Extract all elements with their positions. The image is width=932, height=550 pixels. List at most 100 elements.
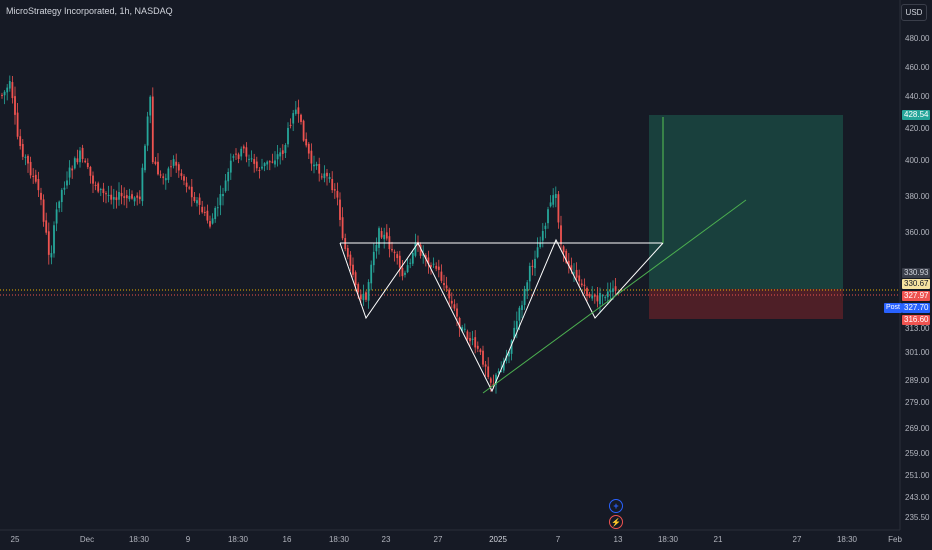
candle-body <box>128 195 131 200</box>
candle-body <box>302 120 305 141</box>
time-label: 23 <box>381 535 391 544</box>
candle-body <box>53 225 55 254</box>
candle-body <box>331 178 334 191</box>
time-label: 18:30 <box>128 535 150 544</box>
candle-body <box>523 288 526 305</box>
candle-body <box>287 127 289 145</box>
candle-body <box>443 283 445 286</box>
candle-body <box>515 321 518 330</box>
candle-body <box>606 291 609 298</box>
candle-body <box>513 327 516 339</box>
candle-body <box>432 263 435 265</box>
candle-body <box>336 190 339 198</box>
candle-body <box>60 189 63 203</box>
candle-body <box>253 159 256 164</box>
time-label: 2025 <box>489 535 507 544</box>
candle-body <box>544 225 547 230</box>
candle-body <box>591 295 594 299</box>
candle-body <box>281 150 284 154</box>
candle-body <box>534 258 536 269</box>
candle-body <box>123 196 126 198</box>
candle-body <box>71 168 74 171</box>
price-label: 420.00 <box>905 124 930 133</box>
plus-icon[interactable]: + <box>609 499 623 513</box>
currency-button[interactable]: USD <box>901 4 927 21</box>
candle-body <box>354 272 357 286</box>
candle-body <box>138 196 141 200</box>
candle-body <box>284 145 287 154</box>
candle-body <box>81 147 84 159</box>
candle-body <box>536 247 539 258</box>
candle-body <box>92 175 94 184</box>
candle-body <box>255 161 258 169</box>
candle-body <box>357 284 360 293</box>
candle-body <box>547 209 549 224</box>
candle-body <box>604 297 607 299</box>
candle-body <box>469 338 471 342</box>
price-label: 289.00 <box>905 376 930 385</box>
candle-body <box>328 177 331 179</box>
candle-body <box>112 197 115 200</box>
candle-body <box>339 199 341 220</box>
price-label: 360.00 <box>905 228 930 237</box>
candle-body <box>263 163 266 167</box>
candle-body <box>440 271 443 281</box>
candle-body <box>588 293 591 297</box>
price-label: 480.00 <box>905 34 930 43</box>
candle-body <box>115 197 118 201</box>
candle-body <box>320 176 323 178</box>
candle-body <box>409 262 412 264</box>
time-label: 18:30 <box>657 535 679 544</box>
candle-body <box>11 82 14 99</box>
flash-icon[interactable]: ⚡ <box>609 515 623 529</box>
candle-body <box>396 254 399 259</box>
candle-body <box>510 340 513 354</box>
candle-body <box>131 194 133 199</box>
time-label: 9 <box>185 535 191 544</box>
candle-body <box>380 231 383 238</box>
candle-body <box>183 176 185 181</box>
candle-body <box>305 138 308 146</box>
time-label: 25 <box>10 535 20 544</box>
candle-body <box>248 158 250 160</box>
candle-body <box>401 267 404 277</box>
candle-body <box>105 193 107 195</box>
candle-body <box>318 164 321 174</box>
candle-body <box>232 156 235 158</box>
candle-body <box>19 136 22 147</box>
candle-body <box>258 169 261 171</box>
candle-body <box>21 144 24 157</box>
candle-body <box>229 160 232 173</box>
candle-body <box>560 225 562 245</box>
time-label: Dec <box>79 535 95 544</box>
candle-body <box>578 275 581 282</box>
candle-body <box>385 232 388 239</box>
candle-body <box>29 161 32 176</box>
candle-body <box>552 195 555 205</box>
post-market-badge: Post <box>884 303 903 313</box>
candle-body <box>453 304 456 309</box>
candle-body <box>346 248 349 257</box>
price-label: 400.00 <box>905 156 930 165</box>
candle-body <box>151 96 154 163</box>
candle-body <box>310 150 313 164</box>
candle-body <box>159 174 162 176</box>
candle-body <box>84 160 87 163</box>
candle-body <box>190 186 193 198</box>
candle-body <box>570 265 573 271</box>
candle-body <box>292 113 295 124</box>
candle-body <box>167 168 170 180</box>
candle-body <box>297 107 300 114</box>
candle-body <box>573 272 575 274</box>
candle-body <box>367 282 370 301</box>
candle-body <box>476 345 479 349</box>
candle-body <box>430 265 432 267</box>
time-label: 21 <box>713 535 723 544</box>
candle-body <box>313 164 315 167</box>
time-label: 7 <box>555 535 561 544</box>
candle-body <box>601 295 604 297</box>
entry-price-tag: 327.97 <box>902 291 931 301</box>
candle-body <box>474 337 477 348</box>
candle-body <box>349 254 352 266</box>
